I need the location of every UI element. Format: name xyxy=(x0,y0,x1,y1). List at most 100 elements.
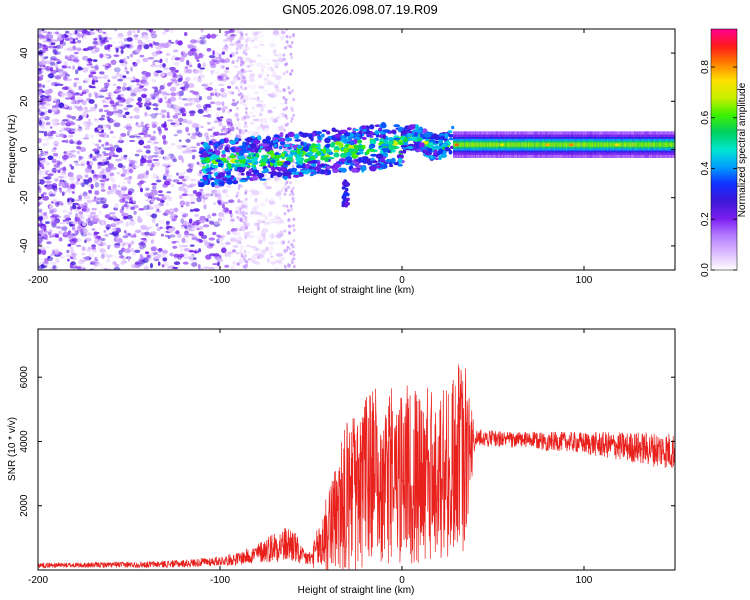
spectrogram-cell xyxy=(279,230,284,235)
spectrogram-cell xyxy=(284,63,287,67)
spectrogram-cell xyxy=(237,76,241,81)
spectrogram-cell xyxy=(62,191,65,196)
spectrogram-cell xyxy=(236,100,240,104)
spectrogram-cell xyxy=(220,91,228,95)
spectrogram-cell xyxy=(200,126,204,128)
spectrogram-cell xyxy=(58,230,63,235)
spectrogram-cell xyxy=(171,266,179,270)
spectrogram-cell xyxy=(113,29,118,32)
spectrogram-cell xyxy=(63,127,71,131)
spectrogram-cell xyxy=(50,209,55,215)
spectrogram-cell xyxy=(70,165,75,170)
spectrogram-cell xyxy=(115,228,120,232)
spectrogram-cell xyxy=(196,59,200,62)
spectrogram-cell xyxy=(607,142,609,147)
spectrogram-cell xyxy=(606,142,609,147)
spectrogram-cell xyxy=(53,46,57,49)
spectrogram-cell xyxy=(52,265,57,269)
spectrogram-cell xyxy=(164,29,170,33)
spectrogram-cell xyxy=(186,59,190,66)
spectrogram-cell xyxy=(270,68,275,72)
spectrogram-cell xyxy=(235,207,240,210)
spectrogram-cell xyxy=(235,227,239,231)
spectrogram-cell xyxy=(150,93,155,99)
spectrogram-cell xyxy=(95,47,100,53)
spectrogram-cell xyxy=(120,188,127,194)
spectrogram-cell xyxy=(78,211,84,215)
spectrogram-cell xyxy=(238,131,242,135)
spectrogram-cell xyxy=(48,229,53,232)
spectrogram-cell xyxy=(44,258,49,263)
spectrogram-cell xyxy=(53,100,58,103)
spectrogram-cell xyxy=(124,160,128,163)
spectrogram-cell xyxy=(221,247,227,254)
spectrogram-cell xyxy=(201,152,209,158)
spectrogram-cell xyxy=(38,208,43,212)
spectrogram-cell xyxy=(42,195,49,201)
spectrogram-cell xyxy=(63,231,68,235)
spectrogram-cell xyxy=(199,36,206,40)
spectrogram-cell xyxy=(240,208,247,212)
spectrogram-cell xyxy=(144,234,149,238)
spectrogram-cell xyxy=(224,58,231,63)
spectrogram-cell xyxy=(69,139,74,144)
spectrogram-cell xyxy=(175,91,183,97)
spectrogram-cell xyxy=(537,142,539,147)
spectrogram-cell xyxy=(95,119,100,124)
spectrogram-cell xyxy=(242,213,245,217)
spectrogram-cell xyxy=(240,43,244,47)
spectrogram-cell xyxy=(344,132,351,137)
spectrogram-cell xyxy=(188,70,193,74)
spectrogram-cell xyxy=(71,198,75,203)
spectrogram-cell xyxy=(91,121,94,127)
spectrogram-cell xyxy=(288,35,292,39)
spectrogram-cell xyxy=(96,201,100,205)
spectrogram-cell xyxy=(98,30,104,33)
spectrogram-cell xyxy=(292,174,300,178)
spectrogram-cell xyxy=(253,35,259,41)
spectrogram-cell xyxy=(69,163,72,168)
spectrogram-cell xyxy=(289,44,293,49)
spectrogram-cell xyxy=(214,34,218,37)
spectrogram-cell xyxy=(575,142,577,147)
spectrogram-cell xyxy=(136,263,142,267)
spectrogram-cell xyxy=(605,142,607,147)
spectrogram-cell xyxy=(261,157,268,163)
spectrogram-cell xyxy=(45,34,50,40)
spectrogram-cell xyxy=(285,248,289,252)
spectrogram-cell xyxy=(105,254,113,258)
spectrogram-cell xyxy=(108,189,115,195)
spectrogram-cell xyxy=(167,174,173,179)
spectrogram-cell xyxy=(243,250,247,254)
spectrogram-cell xyxy=(310,163,317,168)
spectrogram-cell xyxy=(67,47,74,52)
spectrogram-cell xyxy=(78,115,84,120)
spectrogram-cell xyxy=(169,86,177,92)
spectrogram-cell xyxy=(170,57,175,61)
spectrogram-cell xyxy=(490,142,492,147)
spectrogram-cell xyxy=(57,176,65,179)
spectrogram-cell xyxy=(379,150,384,155)
spectrogram-cell xyxy=(38,258,44,261)
spectrogram-cell xyxy=(187,163,194,168)
spectrogram-cell xyxy=(274,84,279,89)
spectrogram-cell xyxy=(103,178,107,183)
spectrogram-cell xyxy=(114,242,121,246)
spectrogram-cell xyxy=(534,142,537,147)
spectrogram-cell xyxy=(164,127,169,131)
spectrogram-cell xyxy=(443,150,447,155)
spectrogram-cell xyxy=(482,142,485,147)
spectrogram-cell xyxy=(346,127,352,131)
spectrogram-cell xyxy=(236,117,240,121)
spectrogram-cell xyxy=(98,95,105,98)
spectrogram-cell xyxy=(478,142,481,147)
spectrogram-cell xyxy=(523,142,525,147)
spectrogram-cell xyxy=(285,40,289,44)
spectrogram-cell xyxy=(253,204,259,210)
spectrogram-cell xyxy=(61,86,69,91)
spectrogram-cell xyxy=(41,153,49,156)
spectrogram-cell xyxy=(123,203,128,208)
spectrogram-cell xyxy=(239,59,243,63)
spectrogram-cell xyxy=(209,221,215,225)
spectrogram-cell xyxy=(380,122,387,128)
